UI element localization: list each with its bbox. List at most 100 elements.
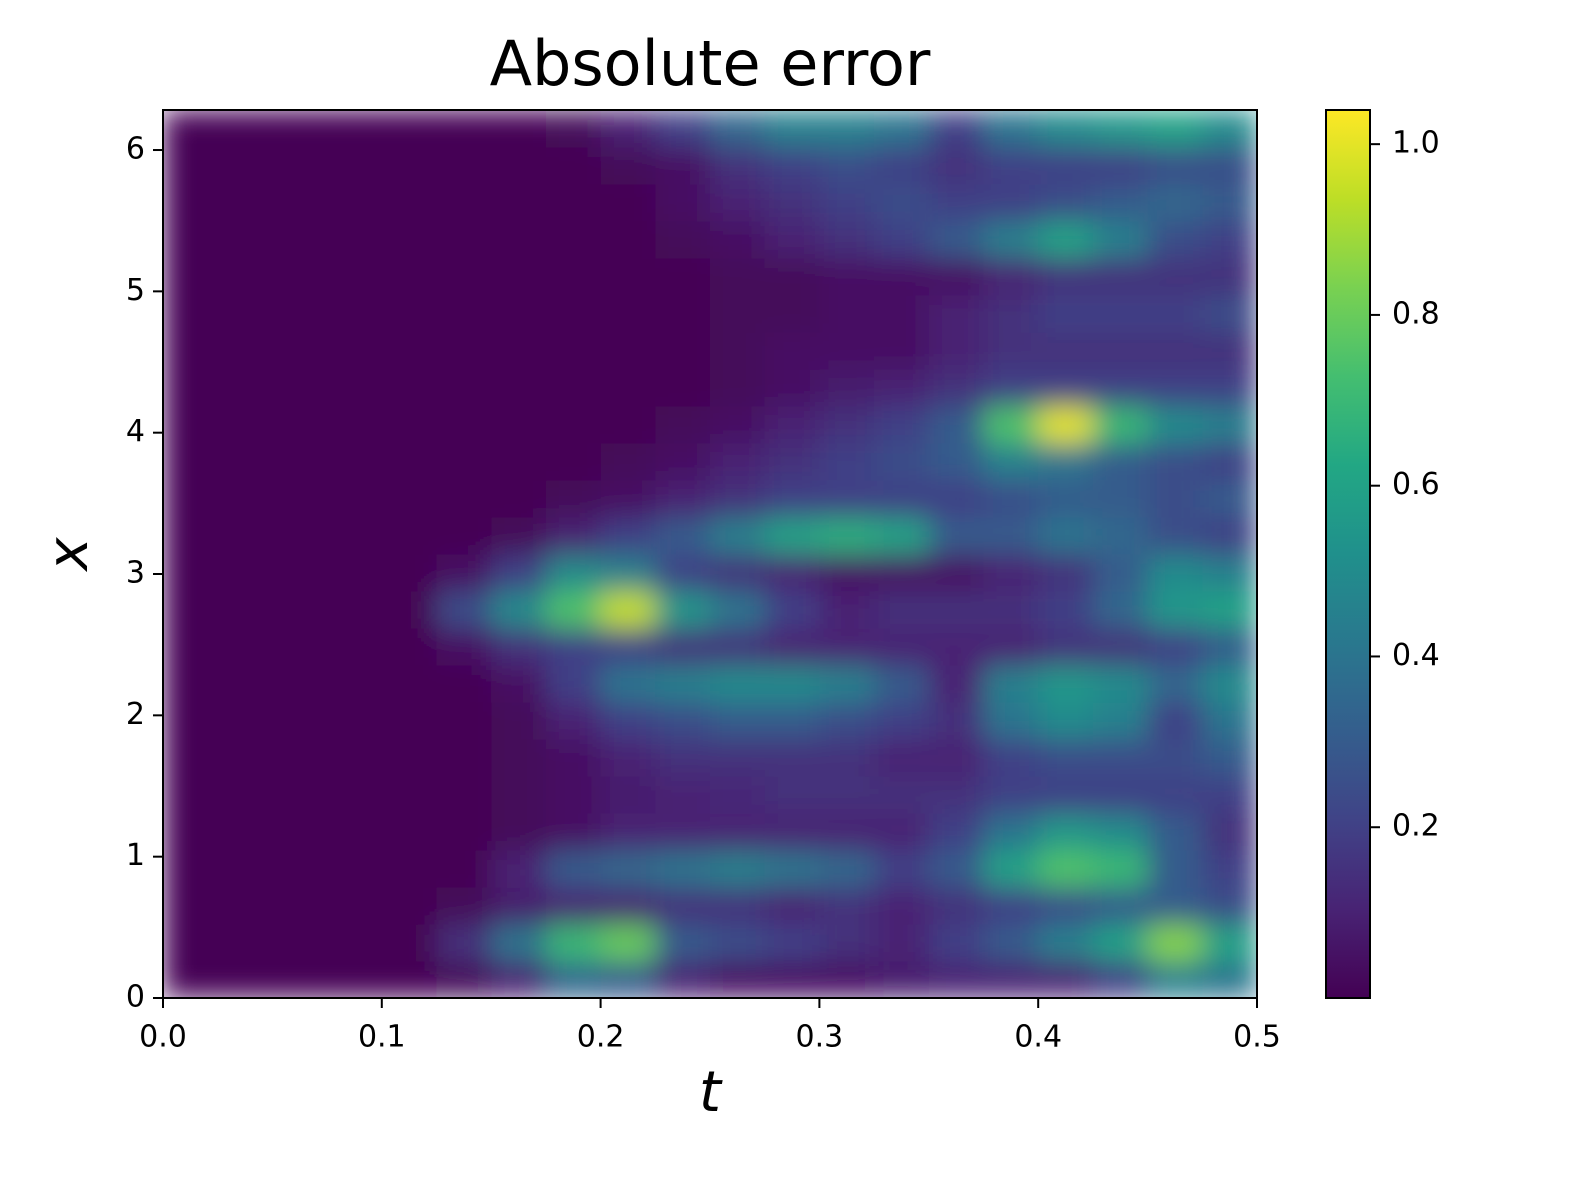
heatmap-cell [272,960,328,998]
heatmap-cell [983,147,1039,185]
heatmap-cell [163,480,219,518]
heatmap-cell [381,295,437,333]
heatmap-cell [491,258,547,296]
heatmap-cell [928,443,984,481]
heatmap-cell [381,960,437,998]
heatmap-cell [545,147,602,185]
heatmap-cell [1092,443,1149,481]
heatmap-cell [381,850,437,888]
heatmap-cell [217,553,273,592]
heatmap-cell [436,147,492,185]
x-tick-label: 0.5 [1233,1020,1281,1055]
heatmap-cell [983,960,1039,998]
heatmap-cell [1092,405,1149,444]
heatmap-cell [491,517,547,555]
heatmap-cell [1202,775,1257,814]
heatmap-cell [1202,332,1257,370]
heatmap-cell [1092,590,1149,629]
heatmap-cell [1092,775,1149,814]
heatmap-cell [600,220,656,259]
heatmap-cell [217,480,273,518]
heatmap-cell [1092,147,1149,185]
heatmap-cell [600,665,656,703]
heatmap-cell [655,960,711,998]
heatmap-cell [655,183,711,222]
heatmap-cell [327,665,383,703]
heatmap-cell [1147,517,1203,555]
heatmap-cell [710,405,766,444]
heatmap-cell [272,295,328,333]
heatmap-cell [1038,702,1094,740]
heatmap-cell [600,590,656,629]
heatmap-cell [217,739,273,777]
heatmap-cell [381,183,437,222]
heatmap-cell [327,258,383,296]
heatmap-cell [874,110,930,148]
heatmap-cell [928,258,984,296]
heatmap-cell [381,480,437,518]
heatmap-cell [710,628,766,666]
heatmap-cell [764,368,820,407]
heatmap-cell [545,332,602,370]
heatmap-cell [655,850,711,888]
heatmap-cell [655,590,711,629]
heatmap [163,110,1257,998]
heatmap-cell [491,332,547,370]
heatmap-cell [710,813,766,851]
heatmap-cell [874,813,930,851]
heatmap-cell [1092,923,1149,962]
heatmap-cells [163,110,1257,998]
heatmap-cell [436,887,492,925]
heatmap-cell [1092,332,1149,370]
heatmap-cell [819,480,875,518]
heatmap-cell [1147,850,1203,888]
heatmap-cell [436,813,492,851]
heatmap-cell [764,220,820,259]
heatmap-cell [163,443,219,481]
heatmap-cell [1202,960,1257,998]
heatmap-cell [272,923,328,962]
heatmap-cell [983,258,1039,296]
heatmap-cell [983,665,1039,703]
colorbar-tick-label: 0.2 [1392,809,1440,844]
colorbar-tick-label: 1.0 [1392,126,1440,161]
heatmap-cell [764,295,820,333]
heatmap-cell [764,887,820,925]
heatmap-cell [436,665,492,703]
heatmap-cell [764,850,820,888]
heatmap-cell [764,110,820,148]
heatmap-cell [874,443,930,481]
heatmap-cell [327,813,383,851]
heatmap-cell [1202,110,1257,148]
heatmap-cell [655,702,711,740]
heatmap-cell [600,775,656,814]
heatmap-cell [436,220,492,259]
heatmap-cell [545,443,602,481]
x-tick-label: 0.2 [577,1020,625,1055]
heatmap-cell [491,590,547,629]
heatmap-cell [983,590,1039,629]
heatmap-cell [655,923,711,962]
heatmap-cell [327,960,383,998]
heatmap-cell [163,220,219,259]
heatmap-cell [983,183,1039,222]
heatmap-cell [381,332,437,370]
heatmap-cell [545,960,602,998]
heatmap-cell [983,220,1039,259]
colorbar-tick-label: 0.8 [1392,296,1440,331]
heatmap-cell [1147,665,1203,703]
heatmap-cell [983,405,1039,444]
heatmap-cell [710,850,766,888]
heatmap-cell [545,295,602,333]
heatmap-cell [600,960,656,998]
heatmap-cell [163,590,219,629]
heatmap-cell [819,850,875,888]
heatmap-cell [272,517,328,555]
heatmap-cell [928,183,984,222]
heatmap-cell [819,405,875,444]
heatmap-cell [163,813,219,851]
heatmap-cell [600,368,656,407]
heatmap-cell [928,295,984,333]
heatmap-cell [545,480,602,518]
heatmap-cell [1147,295,1203,333]
